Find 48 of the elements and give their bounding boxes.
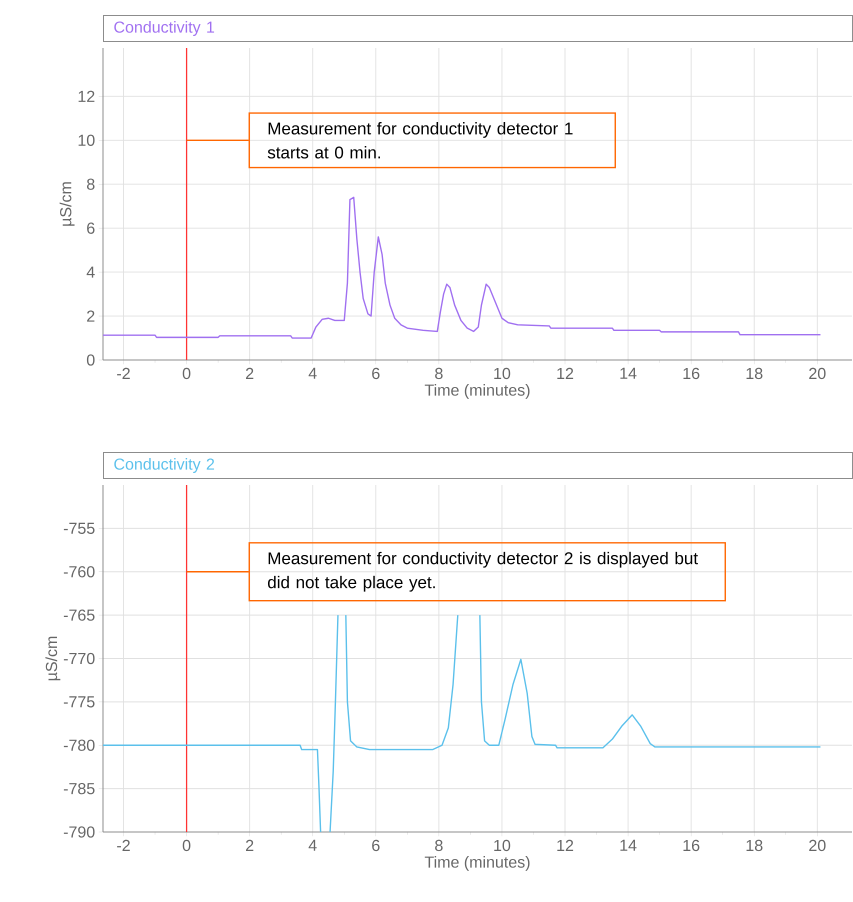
x-tick-label: 4 xyxy=(308,840,317,851)
x-tick-label: 0 xyxy=(182,368,190,380)
y-axis-title: µS/cm xyxy=(45,636,60,680)
x-tick-label: 12 xyxy=(557,840,574,851)
x-tick-label: 4 xyxy=(308,368,317,379)
y-tick-label: 10 xyxy=(78,134,95,146)
y-tick-label: -775 xyxy=(64,696,95,708)
x-tick-label: 10 xyxy=(494,368,510,380)
x-tick-label: 16 xyxy=(683,368,700,380)
annotation: Measurement for conductivity detector 1 starts at 0 min. xyxy=(268,122,573,159)
x-tick-label: 18 xyxy=(746,840,762,852)
y-tick-label: -760 xyxy=(64,566,95,578)
x-axis-title: Time (minutes) xyxy=(424,856,530,871)
x-tick-label: 20 xyxy=(809,368,826,380)
y-tick-label: -765 xyxy=(64,609,95,621)
x-tick-label: 2 xyxy=(246,840,254,851)
chart-title: Conductivity 1 xyxy=(114,21,214,36)
y-tick-label: 0 xyxy=(86,354,95,366)
x-tick-label: 20 xyxy=(809,840,826,852)
x-tick-label: 12 xyxy=(557,368,574,379)
y-axis-title: µS/cm xyxy=(60,182,75,226)
x-tick-label: 8 xyxy=(435,368,443,380)
x-tick-label: -2 xyxy=(117,840,130,851)
line-series xyxy=(103,196,822,339)
x-tick-label: 6 xyxy=(372,368,380,380)
x-tick-label: 10 xyxy=(494,840,510,852)
y-tick-label: -755 xyxy=(64,522,95,534)
x-tick-label: -2 xyxy=(117,368,130,379)
x-tick-label: 8 xyxy=(435,840,443,852)
chart-title: Conductivity 2 xyxy=(114,458,214,473)
x-tick-label: 18 xyxy=(746,368,762,380)
y-tick-label: 4 xyxy=(86,266,95,278)
x-tick-label: 14 xyxy=(620,840,637,851)
x-tick-label: 16 xyxy=(683,840,700,852)
y-tick-label: -785 xyxy=(64,782,95,794)
x-tick-label: 0 xyxy=(182,840,190,852)
x-tick-label: 6 xyxy=(372,840,380,852)
y-tick-label: -790 xyxy=(64,826,95,838)
x-axis-title: Time (minutes) xyxy=(424,384,530,399)
annotation: Measurement for conductivity detector 2 is displayed but did not take place yet. xyxy=(268,552,698,592)
y-tick-label: 12 xyxy=(78,90,94,102)
y-tick-label: -770 xyxy=(64,652,95,664)
y-tick-label: -780 xyxy=(64,740,95,751)
x-tick-label: 14 xyxy=(620,368,637,379)
x-tick-label: 2 xyxy=(246,368,254,379)
y-tick-label: 8 xyxy=(86,178,95,190)
y-tick-label: 2 xyxy=(87,310,94,322)
y-tick-label: 6 xyxy=(87,222,94,234)
